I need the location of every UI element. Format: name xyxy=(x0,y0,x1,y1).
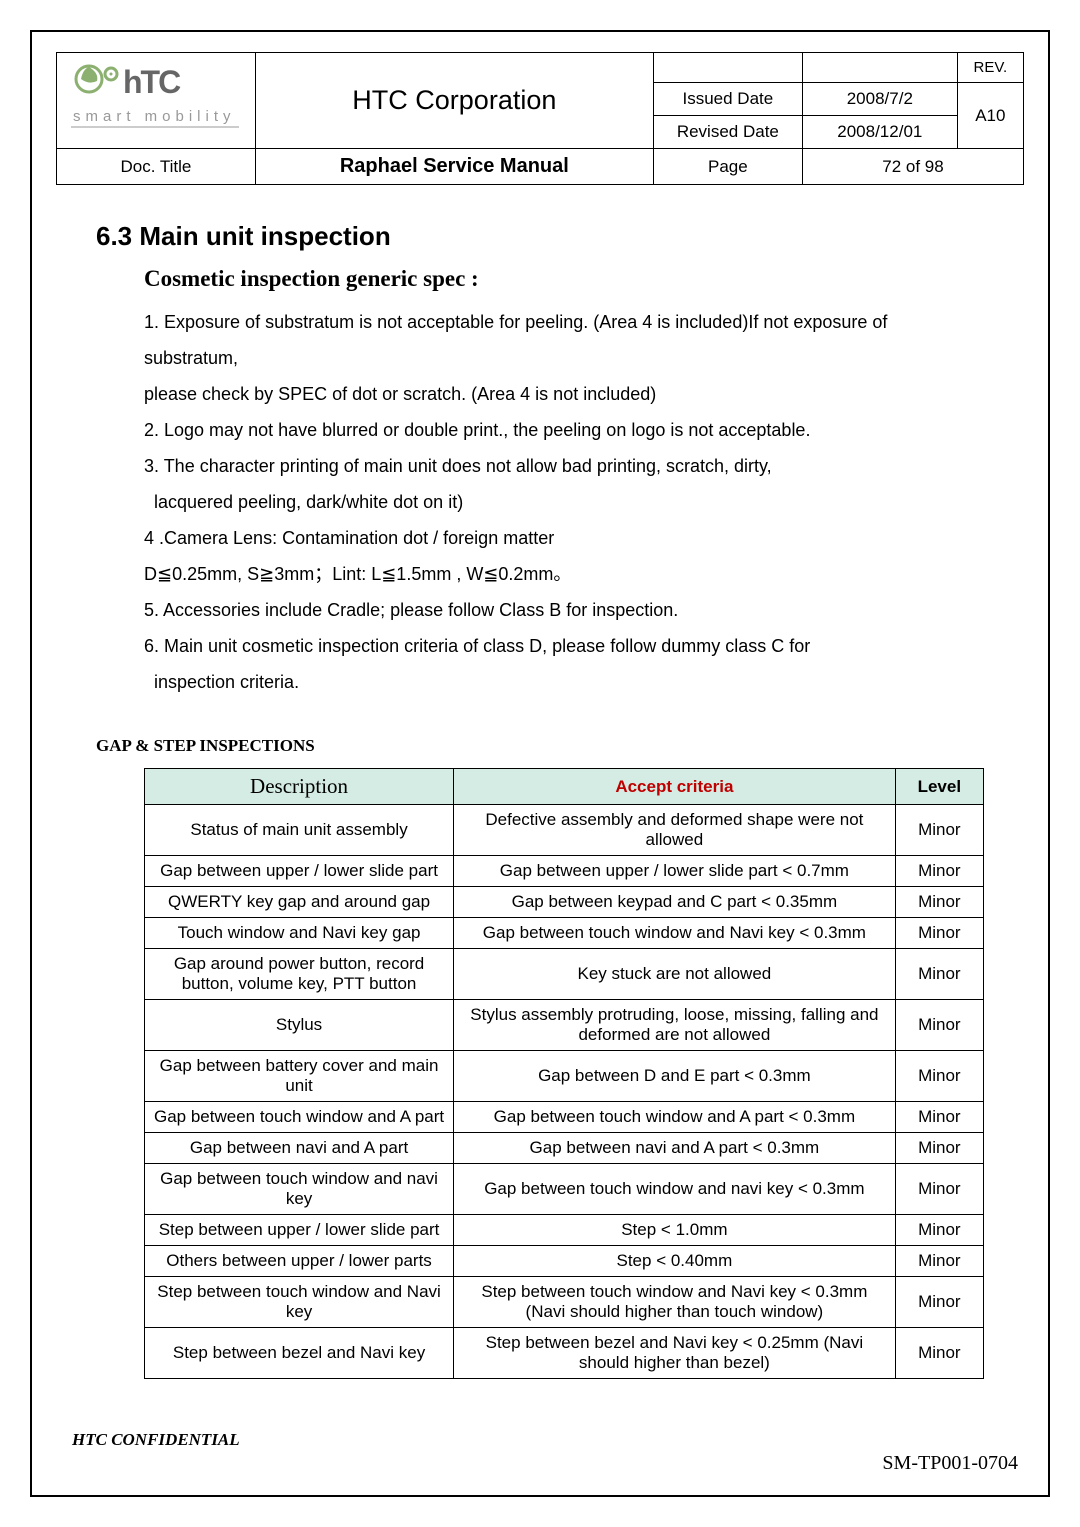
cell-level: Minor xyxy=(895,1164,983,1215)
cell-description: Status of main unit assembly xyxy=(145,805,454,856)
cell-level: Minor xyxy=(895,1133,983,1164)
cell-level: Minor xyxy=(895,856,983,887)
cell-description: Step between bezel and Navi key xyxy=(145,1328,454,1379)
table-row: Gap between touch window and A partGap b… xyxy=(145,1102,984,1133)
document-header: hTC smart mobility HTC Corporation REV. … xyxy=(56,52,1024,185)
table-row: Gap between touch window and navi keyGap… xyxy=(145,1164,984,1215)
revised-date: 2008/12/01 xyxy=(802,116,957,149)
subsection: Cosmetic inspection generic spec : 1. Ex… xyxy=(96,266,984,700)
doc-title: Raphael Service Manual xyxy=(255,149,653,185)
spec-item: 6. Main unit cosmetic inspection criteri… xyxy=(144,628,984,664)
cell-level: Minor xyxy=(895,1246,983,1277)
cell-level: Minor xyxy=(895,949,983,1000)
inspection-wrap: Description Accept criteria Level Status… xyxy=(96,768,984,1379)
table-row: Gap around power button, record button, … xyxy=(145,949,984,1000)
issued-label: Issued Date xyxy=(653,83,802,116)
page-label: Page xyxy=(653,149,802,185)
spec-item: 5. Accessories include Cradle; please fo… xyxy=(144,592,984,628)
cell-accept: Key stuck are not allowed xyxy=(454,949,896,1000)
cell-description: Gap between touch window and navi key xyxy=(145,1164,454,1215)
cell-level: Minor xyxy=(895,1102,983,1133)
inspection-table: Description Accept criteria Level Status… xyxy=(144,768,984,1379)
cell-level: Minor xyxy=(895,1277,983,1328)
cell-description: Stylus xyxy=(145,1000,454,1051)
col-description: Description xyxy=(145,769,454,805)
table-row: QWERTY key gap and around gapGap between… xyxy=(145,887,984,918)
logo-cell: hTC smart mobility xyxy=(57,53,256,149)
cell-accept: Gap between navi and A part < 0.3mm xyxy=(454,1133,896,1164)
cell-level: Minor xyxy=(895,1000,983,1051)
cell-accept: Gap between touch window and Navi key < … xyxy=(454,918,896,949)
page-value: 72 of 98 xyxy=(802,149,1023,185)
cell-accept: Defective assembly and deformed shape we… xyxy=(454,805,896,856)
table-row: StylusStylus assembly protruding, loose,… xyxy=(145,1000,984,1051)
table-row: Gap between navi and A partGap between n… xyxy=(145,1133,984,1164)
svg-text:hTC: hTC xyxy=(123,64,181,100)
issued-date: 2008/7/2 xyxy=(802,83,957,116)
htc-logo-icon: hTC smart mobility xyxy=(71,59,241,137)
spec-item: please check by SPEC of dot or scratch. … xyxy=(144,376,984,412)
rev-value: A10 xyxy=(957,83,1023,149)
table-row: Step between upper / lower slide partSte… xyxy=(145,1215,984,1246)
page-frame: hTC smart mobility HTC Corporation REV. … xyxy=(30,30,1050,1497)
table-title: GAP & STEP INSPECTIONS xyxy=(96,736,984,756)
cell-accept: Step between touch window and Navi key <… xyxy=(454,1277,896,1328)
cell-description: Gap between battery cover and main unit xyxy=(145,1051,454,1102)
spec-item: inspection criteria. xyxy=(144,664,984,700)
cell-accept: Gap between touch window and A part < 0.… xyxy=(454,1102,896,1133)
table-row: Status of main unit assemblyDefective as… xyxy=(145,805,984,856)
cell-description: Others between upper / lower parts xyxy=(145,1246,454,1277)
table-row: Gap between upper / lower slide partGap … xyxy=(145,856,984,887)
spec-item: 2. Logo may not have blurred or double p… xyxy=(144,412,984,448)
revised-label: Revised Date xyxy=(653,116,802,149)
footer-doc-id: SM-TP001-0704 xyxy=(882,1452,1018,1475)
cell-level: Minor xyxy=(895,1215,983,1246)
section-title: 6.3 Main unit inspection xyxy=(96,221,984,252)
spec-list: 1. Exposure of substratum is not accepta… xyxy=(144,304,984,700)
svg-text:smart mobility: smart mobility xyxy=(73,108,236,125)
cell-description: Touch window and Navi key gap xyxy=(145,918,454,949)
table-row: Others between upper / lower partsStep <… xyxy=(145,1246,984,1277)
cell-accept: Step between bezel and Navi key < 0.25mm… xyxy=(454,1328,896,1379)
company-name: HTC Corporation xyxy=(255,53,653,149)
spec-item: lacquered peeling, dark/white dot on it) xyxy=(144,484,984,520)
cell-level: Minor xyxy=(895,805,983,856)
col-level: Level xyxy=(895,769,983,805)
cell-description: Gap between upper / lower slide part xyxy=(145,856,454,887)
cell-accept: Step < 1.0mm xyxy=(454,1215,896,1246)
cell-level: Minor xyxy=(895,1051,983,1102)
cell-level: Minor xyxy=(895,1328,983,1379)
cell-description: Step between touch window and Navi key xyxy=(145,1277,454,1328)
cell-accept: Gap between touch window and navi key < … xyxy=(454,1164,896,1215)
cell-accept: Stylus assembly protruding, loose, missi… xyxy=(454,1000,896,1051)
doc-title-label: Doc. Title xyxy=(57,149,256,185)
content: 6.3 Main unit inspection Cosmetic inspec… xyxy=(56,221,1024,1379)
cell-accept: Step < 0.40mm xyxy=(454,1246,896,1277)
footer-confidential: HTC CONFIDENTIAL xyxy=(72,1430,240,1450)
cell-accept: Gap between D and E part < 0.3mm xyxy=(454,1051,896,1102)
cell-accept: Gap between keypad and C part < 0.35mm xyxy=(454,887,896,918)
col-accept: Accept criteria xyxy=(454,769,896,805)
cell-description: QWERTY key gap and around gap xyxy=(145,887,454,918)
table-row: Step between bezel and Navi keyStep betw… xyxy=(145,1328,984,1379)
cell-description: Gap between navi and A part xyxy=(145,1133,454,1164)
table-row: Step between touch window and Navi keySt… xyxy=(145,1277,984,1328)
spec-item: 1. Exposure of substratum is not accepta… xyxy=(144,304,984,376)
table-row: Touch window and Navi key gapGap between… xyxy=(145,918,984,949)
rev-label: REV. xyxy=(957,53,1023,83)
cell-level: Minor xyxy=(895,887,983,918)
sub-title: Cosmetic inspection generic spec : xyxy=(144,266,984,292)
cell-description: Gap between touch window and A part xyxy=(145,1102,454,1133)
cell-accept: Gap between upper / lower slide part < 0… xyxy=(454,856,896,887)
spec-item: D≦0.25mm, S≧3mm；Lint: L≦1.5mm , W≦0.2mm。 xyxy=(144,556,984,592)
cell-level: Minor xyxy=(895,918,983,949)
spec-item: 3. The character printing of main unit d… xyxy=(144,448,984,484)
table-row: Gap between battery cover and main unitG… xyxy=(145,1051,984,1102)
cell-description: Gap around power button, record button, … xyxy=(145,949,454,1000)
cell-description: Step between upper / lower slide part xyxy=(145,1215,454,1246)
spec-item: 4 .Camera Lens: Contamination dot / fore… xyxy=(144,520,984,556)
